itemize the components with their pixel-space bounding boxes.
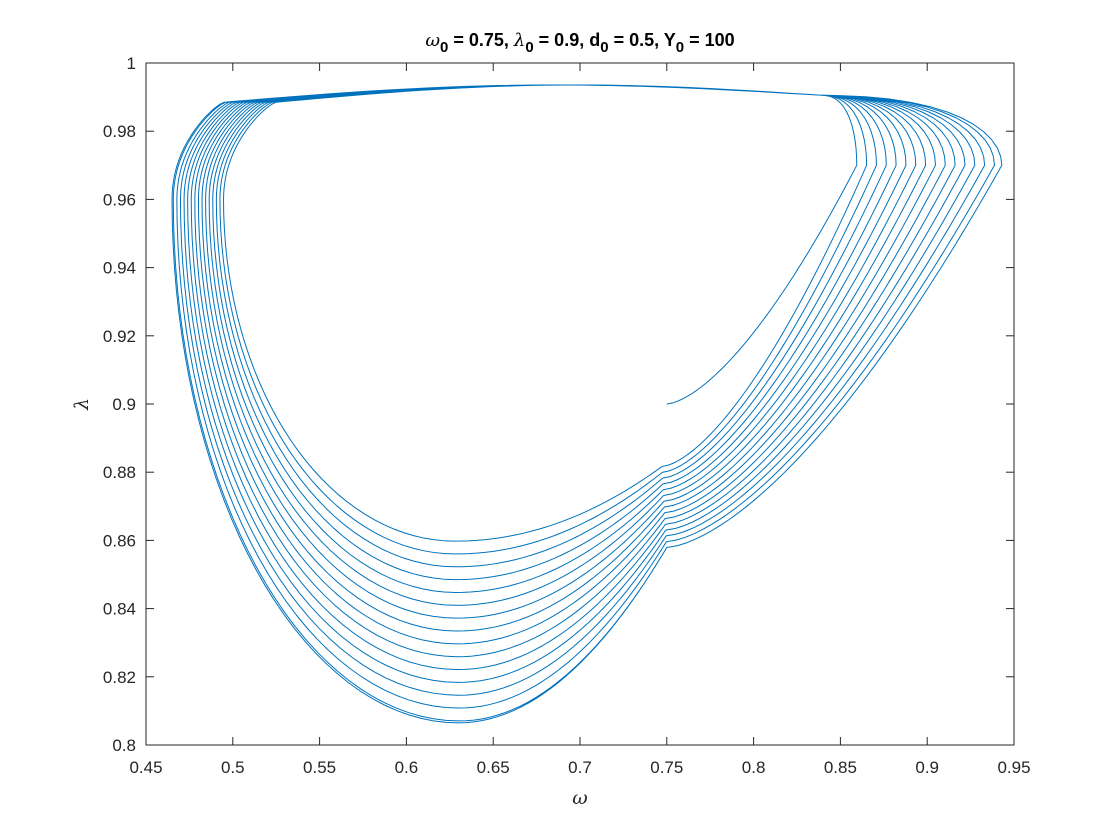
x-tick-label: 0.95: [997, 758, 1030, 777]
x-tick-label: 0.85: [824, 758, 857, 777]
x-tick-label: 0.9: [915, 758, 939, 777]
x-tick-label: 0.65: [477, 758, 510, 777]
x-tick-label: 0.6: [395, 758, 419, 777]
y-tick-label: 0.96: [103, 190, 136, 209]
y-tick-label: 0.86: [103, 531, 136, 550]
y-tick-label: 0.92: [103, 327, 136, 346]
y-tick-label: 0.8: [112, 736, 136, 755]
x-tick-label: 0.55: [303, 758, 336, 777]
trajectory-line: [171, 84, 1003, 724]
y-axis-label: λ: [71, 398, 93, 411]
x-tick-label: 0.45: [129, 758, 162, 777]
x-tick-label: 0.75: [650, 758, 683, 777]
data-layer: [171, 84, 1003, 724]
y-tick-label: 0.82: [103, 668, 136, 687]
x-tick-label: 0.7: [568, 758, 592, 777]
y-tick-label: 0.9: [112, 395, 136, 414]
y-tick-label: 0.84: [103, 600, 136, 619]
x-tick-label: 0.8: [742, 758, 766, 777]
y-tick-label: 0.88: [103, 463, 136, 482]
x-axis-label: ω: [572, 787, 588, 809]
plot-area: [146, 63, 1014, 745]
tick-layer: 0.45 0.5 0.55 0.6 0.65 0.7 0.75 0.8 0.85 0.9 0.95 0…: [103, 54, 1031, 777]
y-tick-label: 0.94: [103, 259, 136, 278]
y-tick-label: 1: [127, 54, 136, 73]
chart-title: ω0 = 0.75, λ0 = 0.9, d0 = 0.5, Y0 = 100: [425, 30, 734, 56]
y-tick-label: 0.98: [103, 122, 136, 141]
x-tick-label: 0.5: [221, 758, 245, 777]
